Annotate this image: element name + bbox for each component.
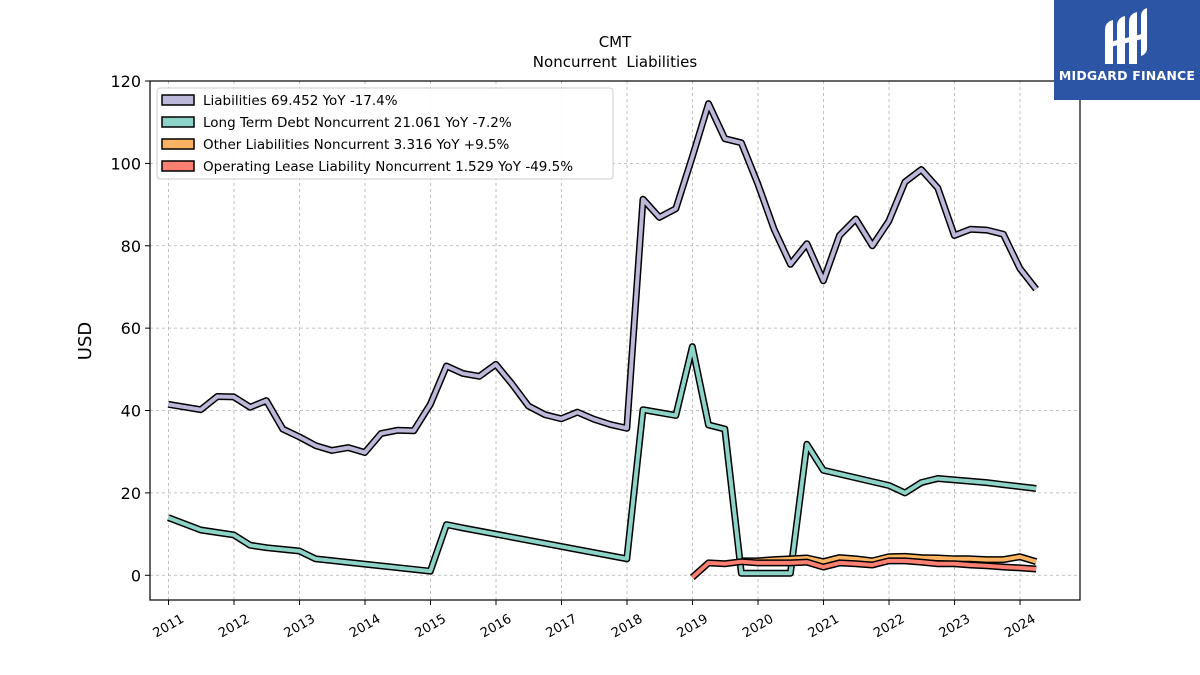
x-tick-label: 2020 [740, 612, 776, 642]
series-line [167, 343, 1037, 577]
plot-frame [149, 80, 1081, 601]
y-tick-label: 0 [131, 566, 141, 585]
series-line-fill [691, 558, 1037, 579]
y-tick-label: 120 [110, 72, 141, 91]
logo-mark-icon [1105, 8, 1147, 64]
x-tick-label: 2012 [216, 612, 252, 642]
legend: Liabilities 69.452 YoY -17.4% Long Term D… [156, 87, 614, 180]
series-layer [167, 100, 1039, 580]
logo-text: MIDGARD FINANCE [1058, 68, 1196, 83]
x-tick-label: 2018 [609, 612, 645, 642]
x-tick-label: 2021 [806, 612, 842, 642]
y-tick-label: 60 [121, 319, 141, 338]
series-line [167, 100, 1039, 457]
legend-label: Long Term Debt Noncurrent 21.061 YoY -7.… [203, 115, 512, 131]
series-line-outline [167, 343, 1037, 577]
legend-swatch [161, 94, 195, 106]
x-tick-label: 2022 [871, 612, 907, 642]
series-line [690, 557, 1037, 580]
legend-label: Operating Lease Liability Noncurrent 1.5… [203, 159, 573, 175]
x-tick-label: 2011 [151, 612, 187, 642]
x-tick-label: 2023 [937, 612, 973, 642]
y-tick-label: 100 [110, 154, 141, 173]
x-tick-label: 2014 [347, 612, 383, 642]
y-axis: 0 20 40 60 80 100 120 [110, 72, 150, 585]
legend-label: Liabilities 69.452 YoY -17.4% [203, 93, 398, 109]
x-tick-label: 2013 [282, 612, 318, 642]
legend-frame [156, 87, 614, 180]
y-tick-label: 20 [121, 484, 141, 503]
x-tick-label: 2019 [675, 612, 711, 642]
y-tick-label: 40 [121, 402, 141, 421]
y-tick-label: 80 [121, 237, 141, 256]
x-axis: 2011 2012 2013 2014 2015 2016 2017 2018 2019 2020… [151, 600, 1038, 642]
series-line-fill [167, 101, 1038, 455]
series-line-fill [167, 344, 1037, 576]
legend-swatch [161, 138, 195, 150]
series-line-fill [741, 554, 1037, 564]
legend-swatch [161, 160, 195, 172]
x-tick-label: 2024 [1002, 612, 1038, 642]
x-tick-label: 2017 [544, 612, 580, 642]
series-line [741, 552, 1038, 566]
legend-label: Other Liabilities Noncurrent 3.316 YoY +… [203, 137, 510, 153]
chart-subtitle: Noncurrent Liabilities [533, 53, 698, 71]
x-tick-label: 2015 [413, 612, 449, 642]
x-tick-label: 2016 [478, 612, 514, 642]
midgard-finance-logo: MIDGARD FINANCE [1054, 0, 1200, 100]
legend-swatch [161, 116, 195, 128]
y-axis-label: USD [75, 322, 96, 360]
chart-title: CMT [599, 33, 632, 51]
